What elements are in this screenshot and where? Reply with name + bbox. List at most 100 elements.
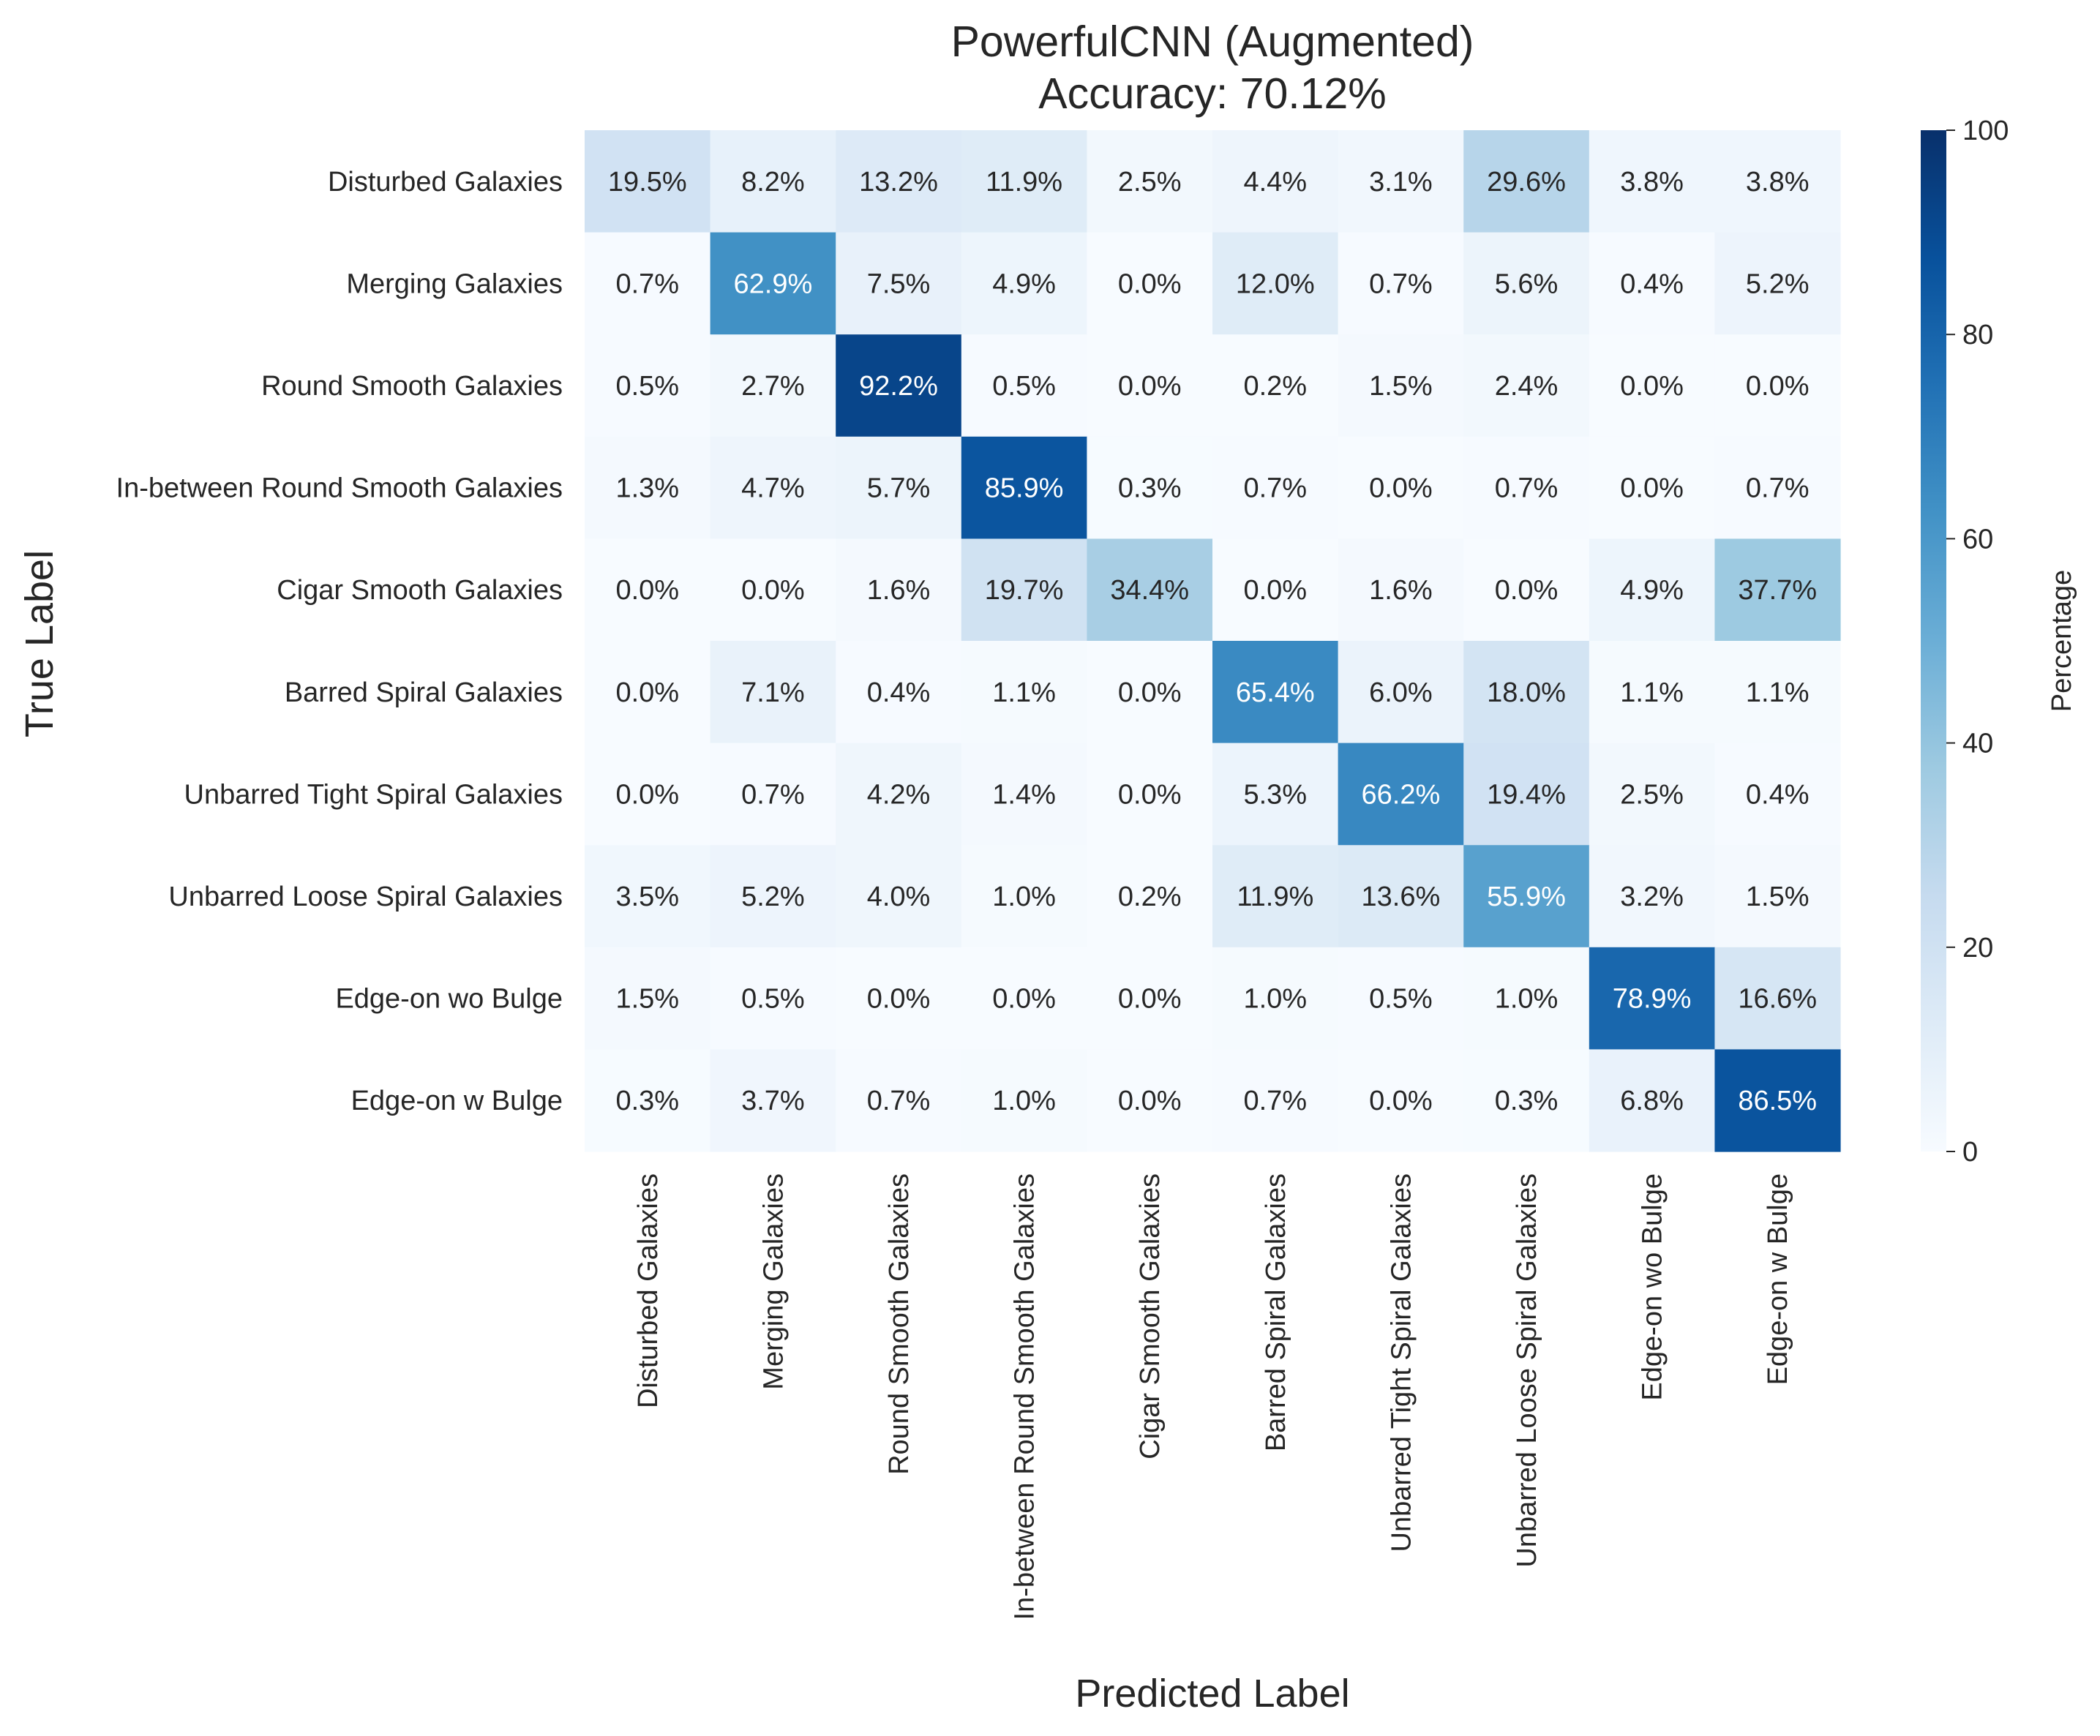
chart-title-line2: Accuracy: 70.12% [1038,69,1387,118]
cell-value-label: 12.0% [1236,268,1315,299]
cell-value-label: 2.7% [741,371,805,402]
x-axis-title: Predicted Label [1075,1672,1349,1716]
cell-value-label: 0.0% [615,677,679,708]
cell-value-label: 13.2% [859,167,938,198]
cell-value-label: 0.0% [1243,575,1307,606]
heatmap-cell [1714,334,1841,437]
row-tick-label: Disturbed Galaxies [328,167,563,198]
cell-value-label: 0.3% [615,1086,679,1116]
cell-value-label: 0.7% [615,268,679,299]
column-tick-label: Merging Galaxies [758,1173,789,1390]
heatmap-cell [836,130,962,233]
cell-value-label: 1.3% [615,473,679,504]
heatmap-cell [710,641,836,744]
cell-value-label: 0.0% [615,779,679,810]
cell-value-label: 0.0% [1118,371,1182,402]
cell-value-label: 0.2% [1118,882,1182,912]
cell-value-label: 0.7% [1495,473,1559,504]
heatmap-cell [710,538,836,642]
cell-value-label: 4.7% [741,473,805,504]
cell-value-label: 0.7% [1746,473,1810,504]
colorbar-tick-label: 0 [1962,1137,1978,1168]
heatmap-cell [961,334,1087,437]
cell-value-label: 0.0% [867,984,931,1015]
cell-value-label: 34.4% [1110,575,1189,606]
column-tick-label: In-between Round Smooth Galaxies [1010,1173,1040,1620]
column-tick-label: Disturbed Galaxies [633,1173,664,1408]
colorbar-tick-label: 60 [1962,524,1993,555]
cell-value-label: 3.2% [1620,882,1684,912]
cell-value-label: 0.0% [992,984,1056,1015]
row-tick-label: Edge-on w Bulge [351,1086,563,1116]
heatmap-cell [585,130,711,233]
heatmap-cell [1463,232,1590,335]
heatmap-cell [1338,845,1464,948]
cell-value-label: 6.0% [1369,677,1433,708]
cell-value-label: 55.9% [1487,882,1566,912]
heatmap-cell [585,947,711,1050]
cell-value-label: 19.4% [1487,779,1566,810]
heatmap-cell [1087,334,1213,437]
cell-value-label: 18.0% [1487,677,1566,708]
heatmap-cell [1589,538,1715,642]
cell-value-label: 3.8% [1746,167,1810,198]
heatmap-cell [836,232,962,335]
heatmap-cell [961,232,1087,335]
y-axis-title: True Label [18,550,61,737]
heatmap-cell [1212,1049,1339,1152]
heatmap-cell [1212,845,1339,948]
cell-value-label: 0.7% [741,779,805,810]
cell-value-label: 0.0% [1118,1086,1182,1116]
row-tick-label: Round Smooth Galaxies [261,371,563,402]
colorbar-label: Percentage [2047,570,2077,712]
cell-value-label: 0.7% [1369,268,1433,299]
heatmap-cell [1589,845,1715,948]
column-tick-label: Unbarred Tight Spiral Galaxies [1386,1173,1417,1552]
cell-value-label: 3.5% [615,882,679,912]
cell-value-label: 8.2% [741,167,805,198]
row-tick-labels: Disturbed Galaxies Merging Galaxies Round … [116,167,563,1116]
cell-value-label: 13.6% [1362,882,1441,912]
row-tick-label: Unbarred Loose Spiral Galaxies [168,882,563,912]
column-tick-labels: Disturbed Galaxies Merging Galaxies Round … [633,1173,1793,1620]
cell-value-label: 0.0% [1620,371,1684,402]
cell-value-label: 5.2% [1746,268,1810,299]
heatmap-cell [1589,641,1715,744]
heatmap-cell [710,845,836,948]
heatmap-cell [961,641,1087,744]
heatmap-cell [1463,334,1590,437]
heatmap-cell [1589,947,1715,1050]
cell-value-label: 1.5% [1369,371,1433,402]
heatmap-cell [1589,1049,1715,1152]
cell-value-label: 1.1% [1746,677,1810,708]
cell-value-label: 5.6% [1495,268,1559,299]
cell-value-label: 1.6% [867,575,931,606]
heatmap-cell [1589,130,1715,233]
heatmap-cell [585,334,711,437]
heatmap-cell [1589,743,1715,846]
heatmap-cell [1463,130,1590,233]
heatmap-cell [1212,538,1339,642]
heatmap-cell [1463,1049,1590,1152]
cell-value-label: 92.2% [859,371,938,402]
heatmap-cell [1212,743,1339,846]
heatmap-cell [1589,436,1715,539]
row-tick-label: Unbarred Tight Spiral Galaxies [184,779,563,810]
heatmap-cell [585,232,711,335]
colorbar-tick-label: 80 [1962,320,1993,350]
heatmap-cell [1087,845,1213,948]
cell-value-label: 0.7% [1243,1086,1307,1116]
row-tick-label: Barred Spiral Galaxies [285,677,563,708]
cell-value-label: 0.2% [1243,371,1307,402]
cell-value-label: 5.3% [1243,779,1307,810]
heatmap-cell [710,1049,836,1152]
cell-value-label: 62.9% [734,268,813,299]
cell-value-label: 85.9% [985,473,1064,504]
cell-value-label: 0.3% [1495,1086,1559,1116]
colorbar [1921,130,1946,1151]
cell-value-label: 3.8% [1620,167,1684,198]
column-tick-label: Round Smooth Galaxies [884,1173,915,1475]
column-tick-label: Cigar Smooth Galaxies [1135,1173,1166,1459]
heatmap-cell [710,130,836,233]
